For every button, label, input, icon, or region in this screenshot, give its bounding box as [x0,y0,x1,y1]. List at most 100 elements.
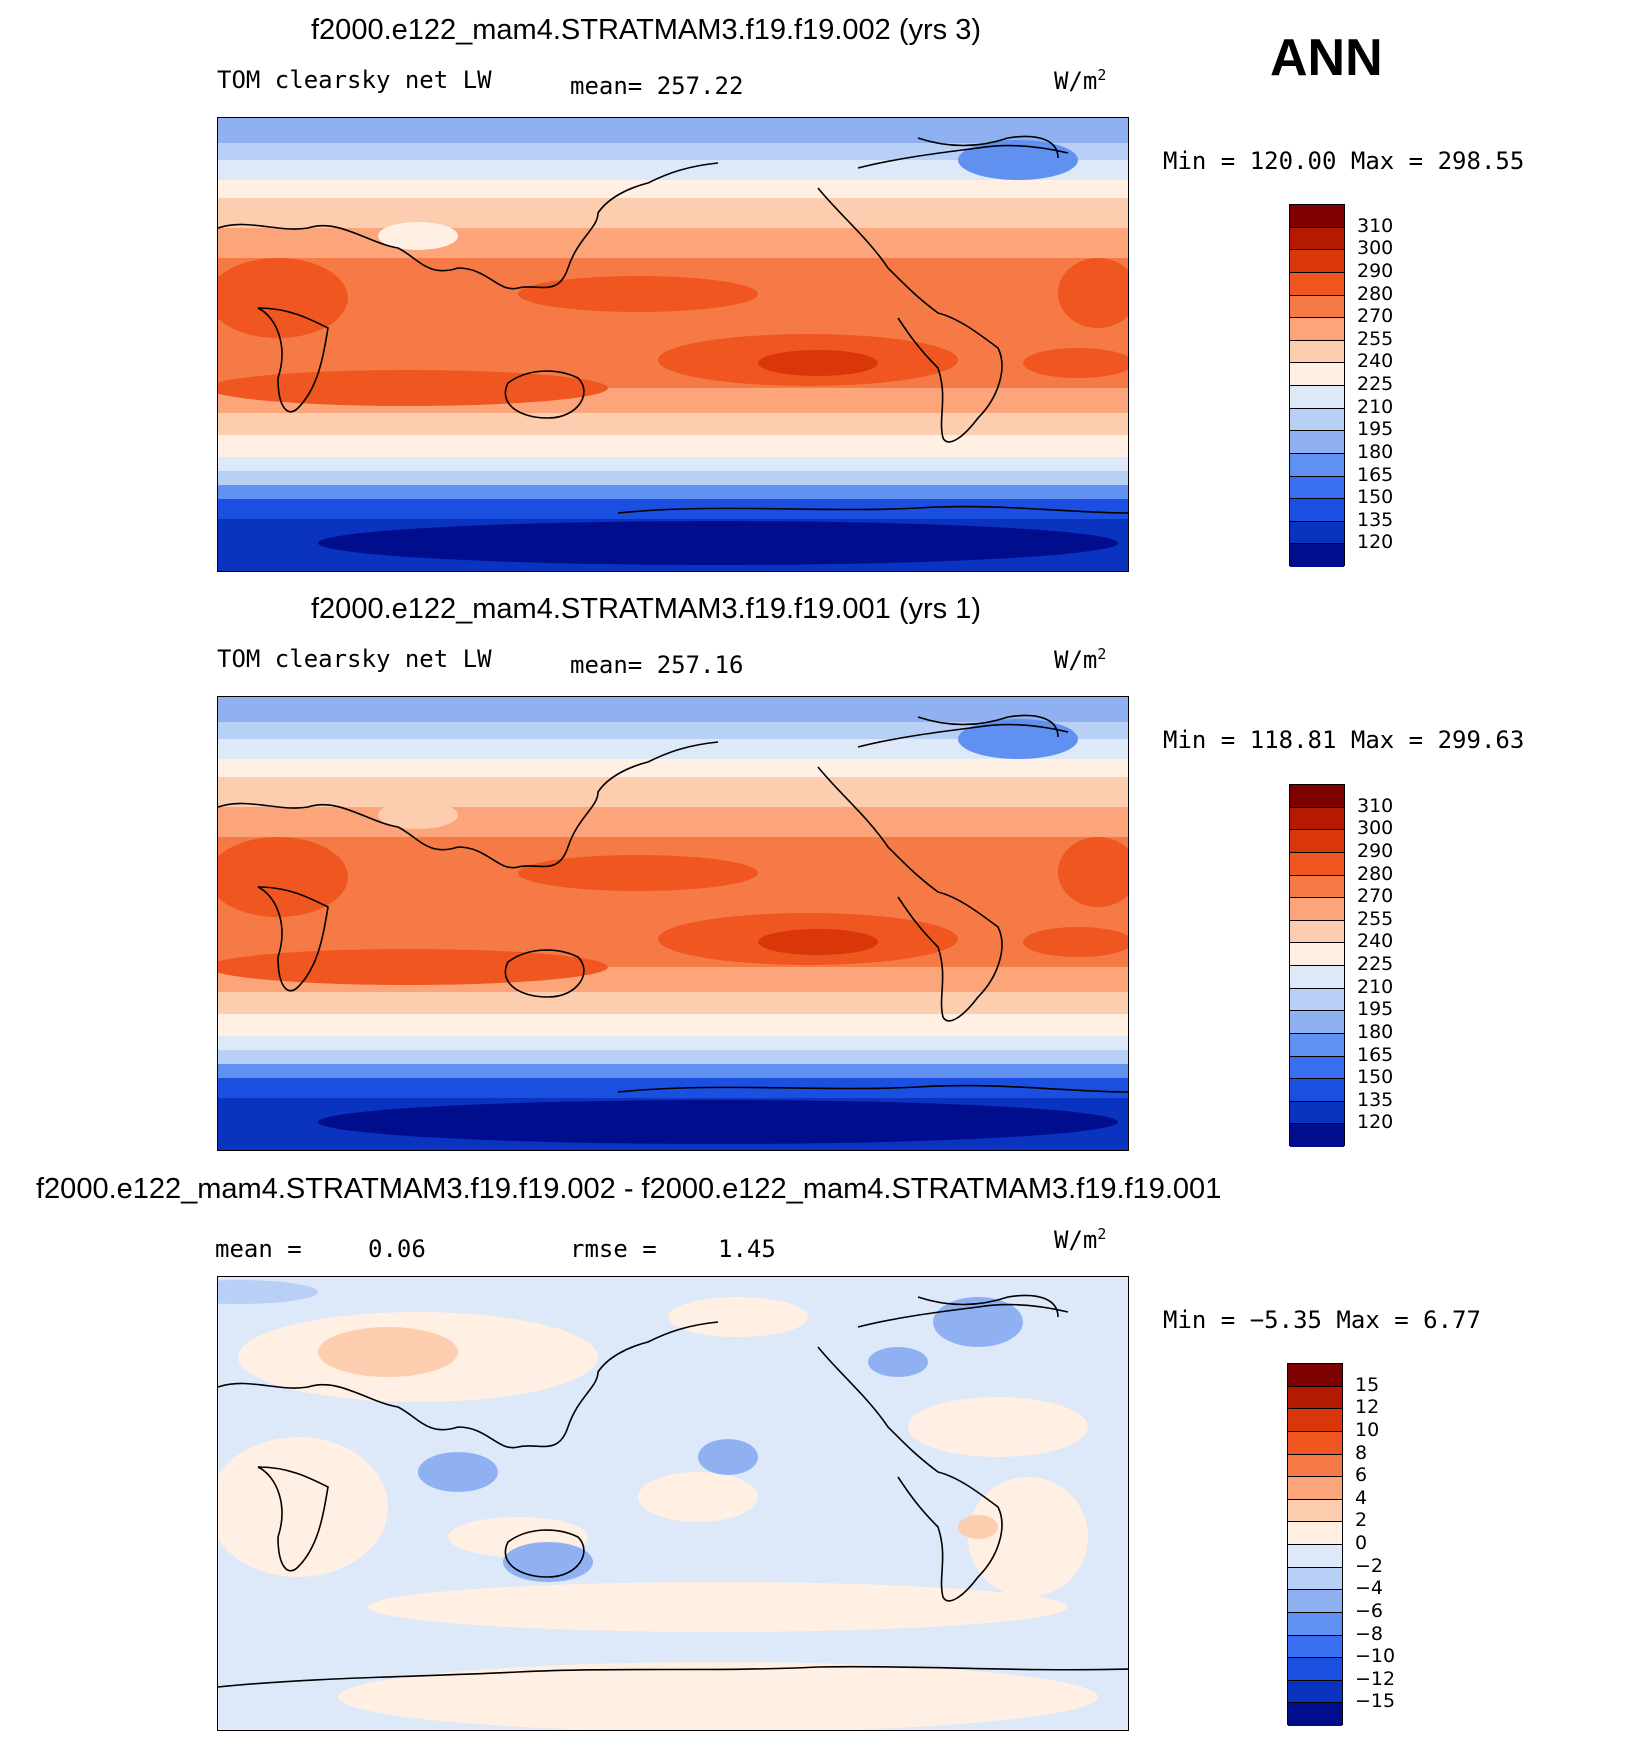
panel2-title: f2000.e122_mam4.STRATMAM3.f19.f19.001 (y… [311,593,981,625]
colorbar-cell [1290,943,1344,966]
panel1-map [217,117,1129,572]
colorbar-tick-label: 180 [1357,440,1394,463]
colorbar-cell [1288,1522,1342,1545]
panel3-units: W/m2 [1054,1225,1107,1254]
colorbar-cell [1290,1033,1344,1057]
panel2-map [217,696,1129,1151]
colorbar-cell [1290,521,1344,545]
colorbar-cell [1290,431,1344,454]
colorbar-cell [1290,499,1344,522]
colorbar-cell [1290,988,1344,1012]
colorbar-tick-label: 270 [1357,305,1394,328]
panel3-map [217,1276,1129,1731]
colorbar-tick-label: 290 [1357,839,1394,862]
panel1-units: W/m2 [1054,66,1107,95]
panel2-units: W/m2 [1054,645,1107,674]
colorbar-cell [1288,1477,1342,1500]
colorbar-tick-label: 10 [1355,1418,1380,1441]
colorbar-tick-label: 210 [1357,395,1394,418]
colorbar-cell [1288,1635,1342,1659]
colorbar-cell [1290,875,1344,899]
colorbar-cell [1290,1124,1344,1147]
panel1-title: f2000.e122_mam4.STRATMAM3.f19.f19.002 (y… [311,14,981,46]
colorbar-cell [1290,898,1344,921]
colorbar-cell [1290,830,1344,853]
colorbar-cell [1288,1386,1342,1410]
colorbar-tick-label: 6 [1355,1464,1368,1487]
colorbar-tick-label: −15 [1355,1690,1396,1713]
colorbar-cell [1290,966,1344,989]
colorbar-tick-label: 280 [1357,282,1394,305]
season-label: ANN [1270,29,1383,87]
colorbar-cell [1290,1056,1344,1080]
colorbar-tick-label: 165 [1357,1043,1394,1066]
colorbar-tick-label: 2 [1355,1509,1368,1532]
panel3-rmse-label: rmse = [570,1235,657,1263]
panel3-mean-label: mean = [215,1235,302,1263]
colorbar-cell [1290,363,1344,386]
colorbar-cell [1290,1079,1344,1102]
panel2-colorbar [1289,784,1345,1147]
colorbar-tick-label: −4 [1355,1577,1384,1600]
colorbar-cell [1288,1431,1342,1455]
colorbar-tick-label: 135 [1357,508,1394,531]
colorbar-tick-label: 120 [1357,1111,1394,1134]
panel3-minmax: Min = −5.35 Max = 6.77 [1163,1306,1481,1334]
colorbar-cell [1290,1011,1344,1034]
colorbar-tick-label: 225 [1357,373,1394,395]
colorbar-tick-label: −6 [1355,1599,1384,1622]
colorbar-cell [1290,1101,1344,1125]
colorbar-tick-label: 195 [1357,998,1394,1021]
colorbar-tick-label: 255 [1357,327,1394,350]
colorbar-tick-label: 150 [1357,486,1394,509]
colorbar-tick-label: 15 [1355,1373,1380,1396]
colorbar-cell [1288,1454,1342,1478]
colorbar-tick-label: 255 [1357,907,1394,930]
colorbar-cell [1290,920,1344,944]
colorbar-tick-label: 310 [1357,214,1394,237]
colorbar-cell [1290,227,1344,251]
colorbar-cell [1290,408,1344,432]
colorbar-cell [1290,340,1344,364]
panel3-mean-value: 0.06 [368,1235,426,1263]
colorbar-cell [1290,544,1344,567]
colorbar-cell [1288,1703,1342,1726]
colorbar-cell [1290,453,1344,477]
panel3-rmse-value: 1.45 [718,1235,776,1263]
colorbar-cell [1290,205,1344,228]
panel3-colorbar [1287,1363,1343,1726]
colorbar-tick-label: −10 [1355,1645,1396,1668]
colorbar-cell [1290,807,1344,831]
colorbar-cell [1288,1658,1342,1681]
colorbar-cell [1288,1545,1342,1568]
colorbar-tick-label: 8 [1355,1441,1368,1464]
colorbar-tick-label: 135 [1357,1088,1394,1111]
colorbar-tick-label: 225 [1357,953,1394,975]
colorbar-tick-label: 4 [1355,1486,1368,1509]
colorbar-tick-label: −12 [1355,1667,1396,1690]
panel2-minmax: Min = 118.81 Max = 299.63 [1163,726,1525,754]
colorbar-tick-label: 12 [1355,1396,1380,1419]
colorbar-cell [1290,318,1344,341]
colorbar-tick-label: 310 [1357,794,1394,817]
panel3-title: f2000.e122_mam4.STRATMAM3.f19.f19.002 - … [36,1173,1222,1205]
colorbar-cell [1290,272,1344,296]
colorbar-tick-label: 120 [1357,531,1394,554]
colorbar-tick-label: 240 [1357,350,1394,373]
colorbar-cell [1288,1567,1342,1591]
colorbar-cell [1290,785,1344,808]
colorbar-tick-label: 280 [1357,862,1394,885]
colorbar-tick-label: 150 [1357,1066,1394,1089]
colorbar-tick-label: −8 [1355,1622,1384,1645]
colorbar-cell [1290,852,1344,876]
colorbar-tick-label: 240 [1357,930,1394,953]
panel1-variable: TOM clearsky net LW [217,66,492,94]
colorbar-tick-label: 0 [1355,1532,1368,1554]
colorbar-cell [1290,476,1344,500]
colorbar-tick-label: −2 [1355,1554,1384,1577]
colorbar-tick-label: 195 [1357,418,1394,441]
colorbar-cell [1288,1409,1342,1432]
colorbar-cell [1290,386,1344,409]
colorbar-tick-label: 300 [1357,237,1394,260]
colorbar-tick-label: 270 [1357,885,1394,908]
